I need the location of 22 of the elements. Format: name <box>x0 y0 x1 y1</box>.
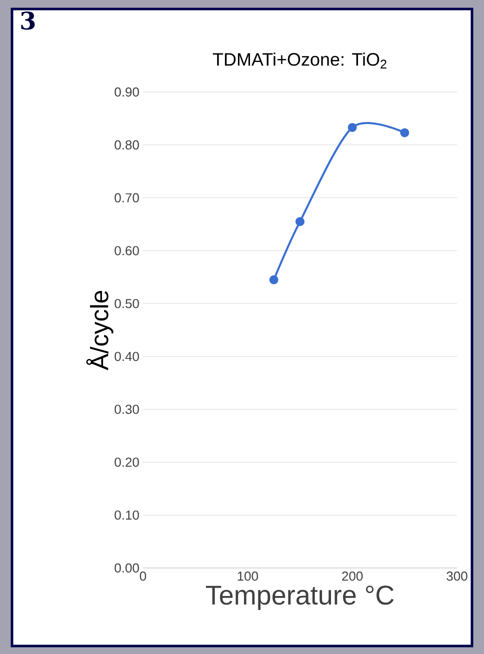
y-tick-label: 0.50 <box>114 298 139 308</box>
point <box>295 217 304 226</box>
y-tick-label: 0.70 <box>114 193 139 202</box>
y-tick-label: 0.60 <box>114 246 139 256</box>
x-tick-label: 0 <box>140 572 146 581</box>
text: 3 <box>21 12 35 30</box>
y-tick-label: 0.40 <box>114 352 139 362</box>
y-axis-title: Å/cycle <box>86 290 114 370</box>
chart-title: TDMATi+Ozone: TiO$_{2}$ <box>212 52 386 68</box>
point <box>400 128 410 138</box>
x-tick-label: 300 <box>446 572 468 581</box>
point <box>348 122 357 132</box>
y-tick-label: 0.30 <box>114 404 139 414</box>
x-tick-label: 100 <box>238 572 258 581</box>
y-tick-label: 0.10 <box>114 510 139 520</box>
y-tick-label: 0.00 <box>114 563 139 573</box>
y-tick-label: 0.20 <box>114 458 139 467</box>
y-tick-label: 0.80 <box>114 140 139 150</box>
y-tick-label: 0.90 <box>114 87 139 97</box>
x-tick-label: 200 <box>342 572 363 581</box>
point <box>269 275 278 284</box>
x-axis-title: Temperature °C <box>206 586 394 610</box>
